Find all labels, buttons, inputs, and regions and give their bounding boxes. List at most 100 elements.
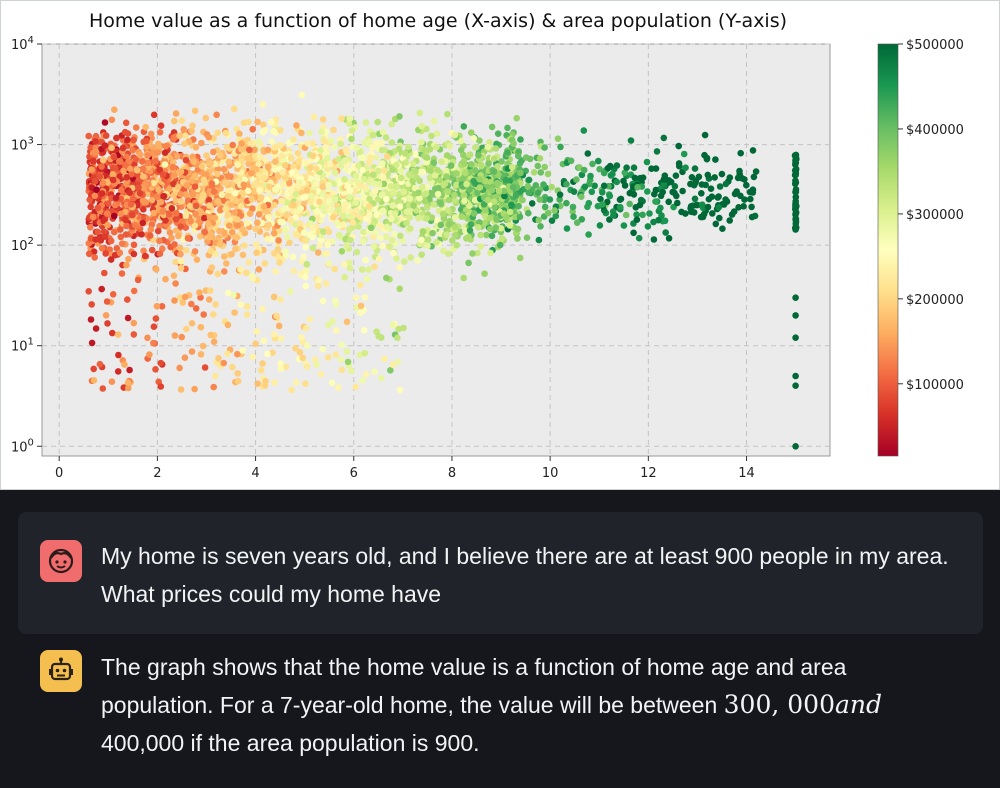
scatter-point	[170, 272, 178, 280]
scatter-point	[166, 185, 173, 193]
scatter-point	[108, 116, 116, 124]
scatter-point	[281, 162, 289, 169]
scatter-point	[259, 121, 267, 128]
scatter-point	[192, 202, 200, 210]
scatter-point	[272, 158, 279, 166]
scatter-point	[243, 303, 251, 310]
scatter-point	[214, 170, 221, 178]
scatter-point	[241, 176, 248, 183]
scatter-point	[482, 177, 489, 185]
scatter-point	[444, 110, 451, 118]
scatter-point	[100, 228, 108, 235]
scatter-point	[644, 188, 651, 195]
scatter-point	[353, 248, 361, 256]
scatter-point	[122, 119, 130, 127]
scatter-point	[485, 160, 492, 167]
scatter-point	[312, 180, 320, 188]
scatter-point	[396, 386, 404, 394]
scatter-point	[228, 228, 236, 236]
scatter-point	[142, 199, 150, 206]
scatter-point	[357, 281, 364, 289]
scatter-point	[157, 359, 165, 367]
scatter-point	[205, 133, 213, 141]
scatter-point	[423, 154, 431, 161]
scatter-point	[234, 161, 241, 168]
scatter-point	[127, 201, 135, 208]
scatter-point	[650, 218, 657, 226]
scatter-point	[85, 288, 92, 295]
scatter-point	[232, 245, 239, 253]
scatter-point	[389, 321, 397, 329]
scatter-point	[465, 233, 472, 241]
scatter-point	[263, 196, 270, 204]
scatter-point	[517, 136, 524, 143]
scatter-point	[100, 217, 107, 225]
scatter-point	[201, 364, 209, 371]
scatter-point	[190, 158, 197, 165]
scatter-point	[369, 131, 377, 139]
scatter-point	[445, 221, 453, 228]
scatter-point	[302, 324, 310, 332]
scatter-point	[255, 266, 263, 273]
scatter-point	[557, 143, 564, 151]
scatter-point	[126, 189, 134, 196]
scatter-point	[339, 212, 347, 220]
scatter-point	[292, 345, 299, 352]
scatter-point	[366, 211, 373, 218]
scatter-point	[277, 365, 285, 373]
scatter-point	[328, 137, 335, 144]
scatter-point	[191, 385, 198, 393]
scatter-point	[172, 258, 179, 266]
scatter-point	[299, 354, 307, 362]
scatter-point	[166, 211, 173, 218]
scatter-point	[286, 239, 293, 247]
scatter-point	[342, 235, 349, 243]
chart-panel: Home value as a function of home age (X-…	[0, 0, 1000, 490]
scatter-point	[792, 177, 799, 184]
scatter-point	[173, 152, 181, 160]
scatter-point	[237, 202, 245, 210]
scatter-point	[524, 183, 532, 190]
user-message-text: My home is seven years old, and I believ…	[101, 543, 949, 607]
y-tick-label: 100	[11, 437, 34, 455]
scatter-point	[314, 282, 322, 290]
scatter-point	[188, 320, 196, 327]
scatter-point	[125, 384, 132, 392]
scatter-point	[704, 171, 712, 179]
scatter-point	[246, 210, 254, 217]
scatter-point	[92, 138, 99, 145]
scatter-point	[171, 172, 178, 179]
scatter-point	[130, 250, 138, 258]
scatter-point	[411, 184, 419, 192]
scatter-point	[191, 107, 199, 115]
scatter-point	[245, 118, 252, 126]
scatter-point	[102, 132, 110, 139]
scatter-point	[177, 264, 185, 272]
x-axis-ticks: 0 2 4 6 8 10 12 14	[55, 456, 755, 481]
colorbar-tick-label: $200000	[906, 293, 964, 308]
scatter-point	[335, 206, 342, 214]
scatter-point	[160, 192, 168, 200]
scatter-point	[749, 187, 757, 194]
scatter-point	[323, 154, 331, 162]
scatter-point	[146, 232, 154, 239]
scatter-point	[497, 225, 505, 232]
scatter-point	[243, 311, 251, 319]
scatter-point	[484, 143, 492, 151]
scatter-point	[176, 364, 183, 372]
scatter-point	[202, 114, 210, 122]
scatter-point	[117, 233, 125, 241]
scatter-point	[252, 225, 259, 233]
scatter-point	[130, 241, 138, 249]
scatter-point	[189, 153, 196, 161]
scatter-point	[343, 348, 351, 355]
scatter-point	[220, 253, 228, 260]
scatter-point	[516, 254, 524, 262]
scatter-point	[298, 129, 305, 137]
scatter-point	[428, 132, 435, 140]
scatter-point	[332, 169, 339, 177]
scatter-point	[541, 144, 548, 151]
scatter-point	[389, 166, 396, 173]
scatter-point	[502, 176, 510, 184]
scatter-point	[591, 182, 598, 190]
